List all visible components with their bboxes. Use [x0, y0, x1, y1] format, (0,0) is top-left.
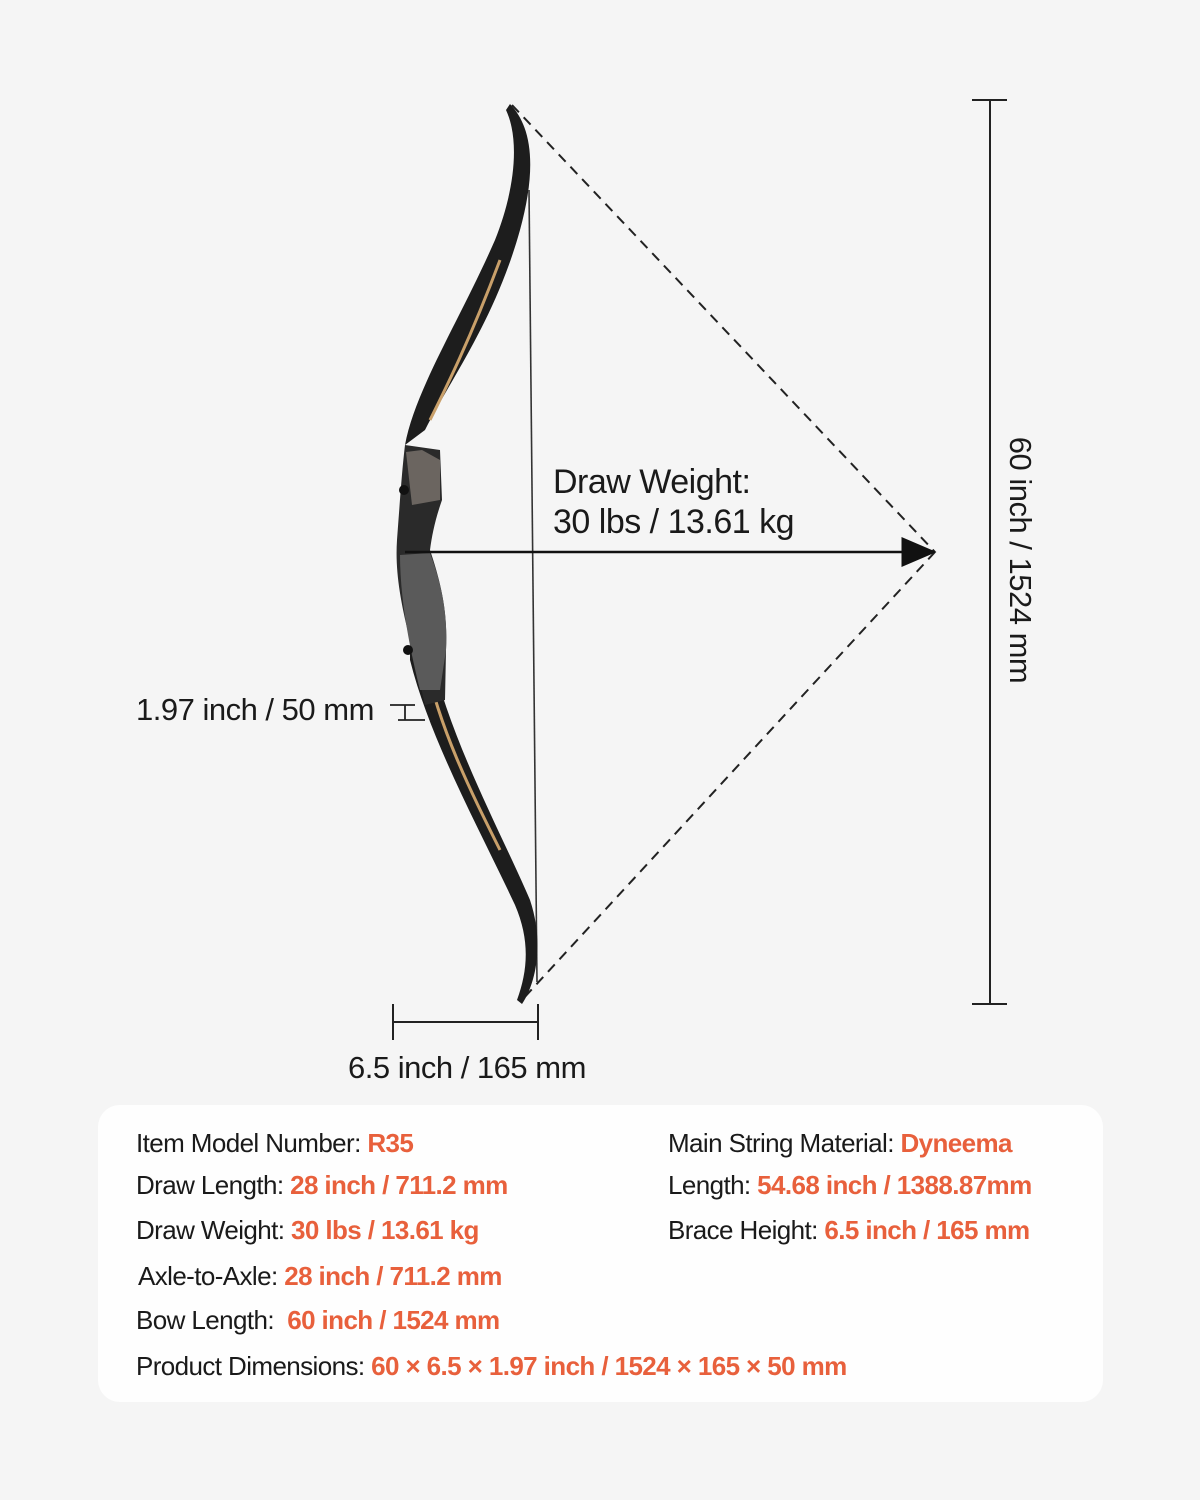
upper-bolt: [399, 485, 409, 495]
spec-label: Axle-to-Axle:: [138, 1261, 285, 1291]
draw-weight-label: Draw Weight:: [553, 463, 751, 501]
spec-axle-to-axle: Axle-to-Axle: 28 inch / 711.2 mm: [138, 1261, 502, 1292]
spec-label: Bow Length:: [136, 1305, 288, 1335]
spec-value: 60 inch / 1524 mm: [287, 1305, 500, 1335]
brace-dimension-line: [392, 1004, 539, 1040]
spec-value: 28 inch / 711.2 mm: [284, 1261, 502, 1291]
spec-value: Dyneema: [900, 1128, 1012, 1158]
dashed-line-bottom: [521, 551, 936, 1001]
brace-dimension-label: 6.5 inch / 165 mm: [348, 1050, 586, 1085]
spec-value: 28 inch / 711.2 mm: [290, 1170, 508, 1200]
spec-value: 60 × 6.5 × 1.97 inch / 1524 × 165 × 50 m…: [371, 1351, 847, 1381]
spec-item-model: Item Model Number: R35: [136, 1128, 414, 1159]
grip-dimension-bracket: [390, 704, 425, 721]
spec-card: [98, 1105, 1103, 1402]
bow-lower-limb: [410, 640, 538, 1004]
spec-draw-length: Draw Length: 28 inch / 711.2 mm: [136, 1170, 508, 1201]
spec-string-material: Main String Material: Dyneema: [668, 1128, 1012, 1159]
spec-draw-weight: Draw Weight: 30 lbs / 13.61 kg: [136, 1215, 479, 1246]
bow-upper-limb: [405, 104, 531, 445]
lower-bolt: [403, 645, 413, 655]
height-dimension-label: 60 inch / 1524 mm: [1003, 436, 1038, 684]
spec-label: Product Dimensions:: [136, 1351, 372, 1381]
spec-label: Length:: [668, 1170, 758, 1200]
spec-brace-height: Brace Height: 6.5 inch / 165 mm: [668, 1215, 1030, 1246]
spec-value: R35: [367, 1128, 414, 1158]
spec-value: 30 lbs / 13.61 kg: [291, 1215, 479, 1245]
height-dimension-line: [972, 99, 1007, 1005]
spec-bow-length: Bow Length: 60 inch / 1524 mm: [136, 1305, 500, 1336]
spec-product-dimensions: Product Dimensions: 60 × 6.5 × 1.97 inch…: [136, 1351, 847, 1382]
bow-string: [528, 189, 538, 983]
spec-label: Draw Weight:: [136, 1215, 291, 1245]
draw-weight-value: 30 lbs / 13.61 kg: [553, 503, 795, 541]
spec-value: 6.5 inch / 165 mm: [824, 1215, 1030, 1245]
grip: [400, 553, 447, 690]
spec-value: 54.68 inch / 1388.87mm: [757, 1170, 1032, 1200]
spec-label: Brace Height:: [668, 1215, 825, 1245]
draw-weight-annotation: Draw Weight: 30 lbs / 13.61 kg: [553, 462, 795, 542]
spec-label: Item Model Number:: [136, 1128, 368, 1158]
spec-string-length: Length: 54.68 inch / 1388.87mm: [668, 1170, 1032, 1201]
spec-label: Main String Material:: [668, 1128, 901, 1158]
spec-label: Draw Length:: [136, 1170, 291, 1200]
grip-dimension-label: 1.97 inch / 50 mm: [136, 692, 374, 727]
dashed-line-top: [511, 104, 936, 553]
